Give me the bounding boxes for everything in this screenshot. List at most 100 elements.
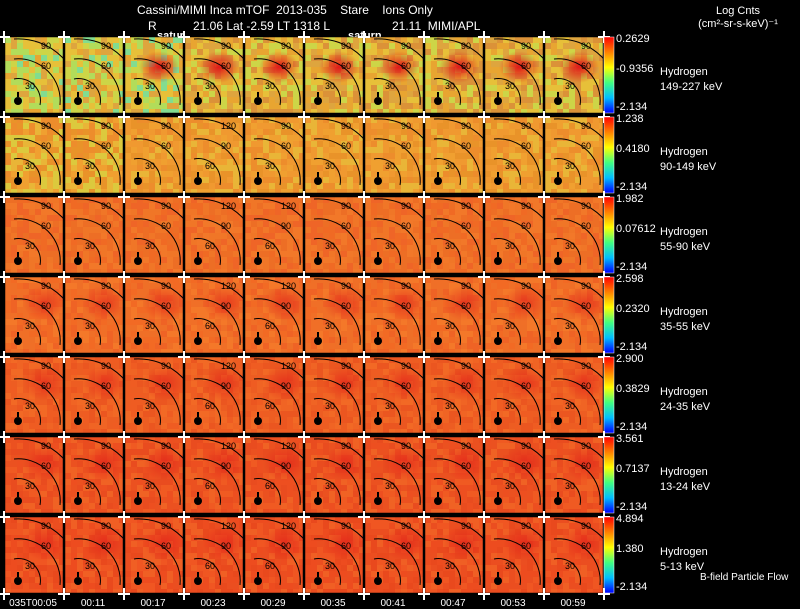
contour-line <box>493 198 543 219</box>
contour-line <box>313 398 341 426</box>
contour-line <box>313 358 363 379</box>
contour-line <box>13 478 41 506</box>
contour-line <box>193 278 243 299</box>
contour-label: 30 <box>25 481 36 491</box>
contour-label: 30 <box>205 81 216 91</box>
colorbar <box>604 357 614 433</box>
panel-r3-c5 <box>304 276 364 354</box>
contour-label: 60 <box>265 561 276 571</box>
contour-line <box>373 558 401 586</box>
contour-label: 90 <box>581 361 592 371</box>
panel-r2-c2 <box>124 196 184 274</box>
species-name: Hydrogen <box>660 226 708 238</box>
contour-label: 90 <box>41 41 52 51</box>
contour-label: 90 <box>221 41 232 51</box>
contour-label: 60 <box>581 301 592 311</box>
contour-label: 60 <box>581 381 592 391</box>
panel-r3-c7 <box>424 276 484 354</box>
contour-label: 60 <box>161 541 172 551</box>
contour-line <box>493 138 541 186</box>
contour-label: 60 <box>521 461 532 471</box>
time-label: 00:35 <box>320 598 346 609</box>
contour-line <box>73 458 121 506</box>
contour-label: 60 <box>205 241 216 251</box>
saturn-icon <box>74 177 82 185</box>
panel-r2-c4 <box>244 196 304 274</box>
contour-line <box>253 398 281 426</box>
contour-label: 60 <box>581 61 592 71</box>
contour-line <box>553 518 603 539</box>
contour-label: 90 <box>521 201 532 211</box>
saturn-icon <box>14 177 22 185</box>
colorbar-max-value: 4.894 <box>616 513 644 525</box>
contour-line <box>253 438 303 459</box>
colorbar-mid-value: 0.3829 <box>616 383 650 395</box>
contour-label: 30 <box>145 481 156 491</box>
contour-label: 30 <box>25 561 36 571</box>
species-name: Hydrogen <box>660 66 708 78</box>
contour-label: 30 <box>505 241 516 251</box>
contour-label: 60 <box>41 301 52 311</box>
time-label: 035T00:05 <box>9 598 57 609</box>
contour-label: 120 <box>281 201 297 211</box>
contour-label: 120 <box>281 281 297 291</box>
saturn-icon <box>554 257 562 265</box>
contour-label: 60 <box>161 381 172 391</box>
contour-label: 60 <box>341 141 352 151</box>
contour-line <box>193 318 221 346</box>
energy-range: 149-227 keV <box>660 81 723 93</box>
contour-label: 90 <box>461 361 472 371</box>
contour-line <box>193 158 221 186</box>
contour-line <box>13 198 63 219</box>
contour-label: 60 <box>401 61 412 71</box>
contour-label: 90 <box>401 201 412 211</box>
species-name: Hydrogen <box>660 386 708 398</box>
saturn-icon <box>74 257 82 265</box>
contour-label: 90 <box>341 41 352 51</box>
panel-r4-c0 <box>4 356 64 434</box>
saturn-icon <box>494 257 502 265</box>
contour-label: 30 <box>325 481 336 491</box>
contour-line <box>253 558 281 586</box>
contour-label: 120 <box>281 361 297 371</box>
species-label: Hydrogen 24-35 keV <box>660 385 710 415</box>
contour-line <box>433 458 481 506</box>
contour-line <box>553 378 601 426</box>
contour-label: 90 <box>281 41 292 51</box>
saturn-icon <box>554 417 562 425</box>
contour-label: 30 <box>85 481 96 491</box>
contour-line <box>253 238 281 266</box>
saturn-icon <box>374 337 382 345</box>
panel-r3-c2 <box>124 276 184 354</box>
colorbar-min-value: -2.134 <box>616 261 648 273</box>
contour-label: 90 <box>461 281 472 291</box>
panel-r2-c9 <box>544 196 604 274</box>
contour-line <box>373 318 401 346</box>
contour-label: 60 <box>205 161 216 171</box>
contour-label: 60 <box>101 301 112 311</box>
panel-r6-c3 <box>184 516 244 594</box>
contour-label: 30 <box>445 241 456 251</box>
contour-label: 30 <box>25 81 36 91</box>
panel-r1-c2 <box>124 116 184 194</box>
contour-label: 90 <box>281 541 292 551</box>
saturn-icon <box>194 577 202 585</box>
contour-line <box>493 158 521 186</box>
contour-label: 30 <box>505 161 516 171</box>
contour-label: 90 <box>281 381 292 391</box>
time-label: 00:17 <box>140 598 166 609</box>
saturn-icon <box>134 577 142 585</box>
contour-line <box>133 558 161 586</box>
contour-label: 90 <box>161 201 172 211</box>
energy-range: 24-35 keV <box>660 401 711 413</box>
contour-line <box>493 458 541 506</box>
contour-label: 30 <box>565 161 576 171</box>
contour-line <box>313 38 363 59</box>
contour-line <box>73 198 123 219</box>
contour-line <box>73 538 121 586</box>
contour-line <box>253 158 281 186</box>
contour-line <box>193 218 241 266</box>
contour-line <box>313 478 341 506</box>
contour-label: 60 <box>341 381 352 391</box>
